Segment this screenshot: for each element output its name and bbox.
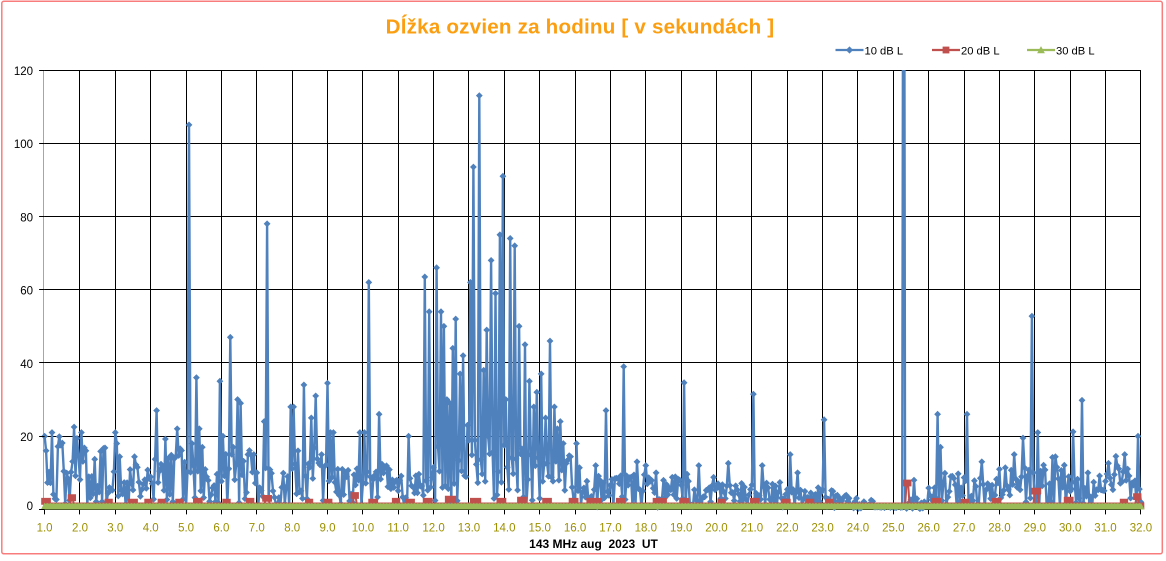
svg-text:8.0: 8.0 [284, 523, 300, 535]
svg-text:19.0: 19.0 [670, 523, 692, 535]
svg-text:120: 120 [14, 66, 33, 78]
svg-text:17.0: 17.0 [599, 523, 621, 535]
svg-text:40: 40 [20, 359, 33, 371]
svg-text:14.0: 14.0 [493, 523, 515, 535]
svg-text:20: 20 [20, 432, 33, 444]
svg-text:Dĺžka ozvien za hodinu [ v sek: Dĺžka ozvien za hodinu [ v sekundách ] [386, 15, 775, 39]
svg-text:143 MHz aug 2023 UT: 143 MHz aug 2023 UT [529, 537, 658, 551]
svg-text:18.0: 18.0 [635, 523, 657, 535]
svg-text:25.0: 25.0 [882, 523, 904, 535]
svg-text:3.0: 3.0 [107, 523, 123, 535]
svg-text:12.0: 12.0 [422, 523, 444, 535]
svg-text:100: 100 [14, 139, 33, 151]
svg-text:28.0: 28.0 [988, 523, 1010, 535]
svg-text:20 dB L: 20 dB L [961, 45, 1000, 57]
svg-text:4.0: 4.0 [143, 523, 159, 535]
svg-text:32.0: 32.0 [1130, 523, 1152, 535]
svg-text:13.0: 13.0 [458, 523, 480, 535]
svg-text:11.0: 11.0 [387, 523, 409, 535]
svg-text:26.0: 26.0 [918, 523, 940, 535]
svg-text:27.0: 27.0 [953, 523, 975, 535]
svg-text:6.0: 6.0 [213, 523, 229, 535]
svg-text:29.0: 29.0 [1024, 523, 1046, 535]
svg-text:0: 0 [27, 501, 33, 513]
svg-text:2.0: 2.0 [72, 523, 88, 535]
svg-text:30.0: 30.0 [1059, 523, 1081, 535]
svg-text:7.0: 7.0 [249, 523, 265, 535]
svg-text:21.0: 21.0 [741, 523, 763, 535]
svg-text:16.0: 16.0 [564, 523, 586, 535]
svg-text:10 dB L: 10 dB L [865, 45, 904, 57]
svg-text:1.0: 1.0 [37, 523, 53, 535]
svg-text:5.0: 5.0 [178, 523, 194, 535]
svg-text:60: 60 [20, 286, 33, 298]
svg-text:22.0: 22.0 [776, 523, 798, 535]
svg-text:31.0: 31.0 [1094, 523, 1116, 535]
svg-text:24.0: 24.0 [847, 523, 869, 535]
svg-text:10.0: 10.0 [352, 523, 374, 535]
svg-text:80: 80 [20, 212, 33, 224]
svg-text:9.0: 9.0 [320, 523, 336, 535]
svg-text:20.0: 20.0 [705, 523, 727, 535]
svg-text:23.0: 23.0 [811, 523, 833, 535]
svg-text:30 dB L: 30 dB L [1056, 45, 1095, 57]
svg-text:15.0: 15.0 [529, 523, 551, 535]
